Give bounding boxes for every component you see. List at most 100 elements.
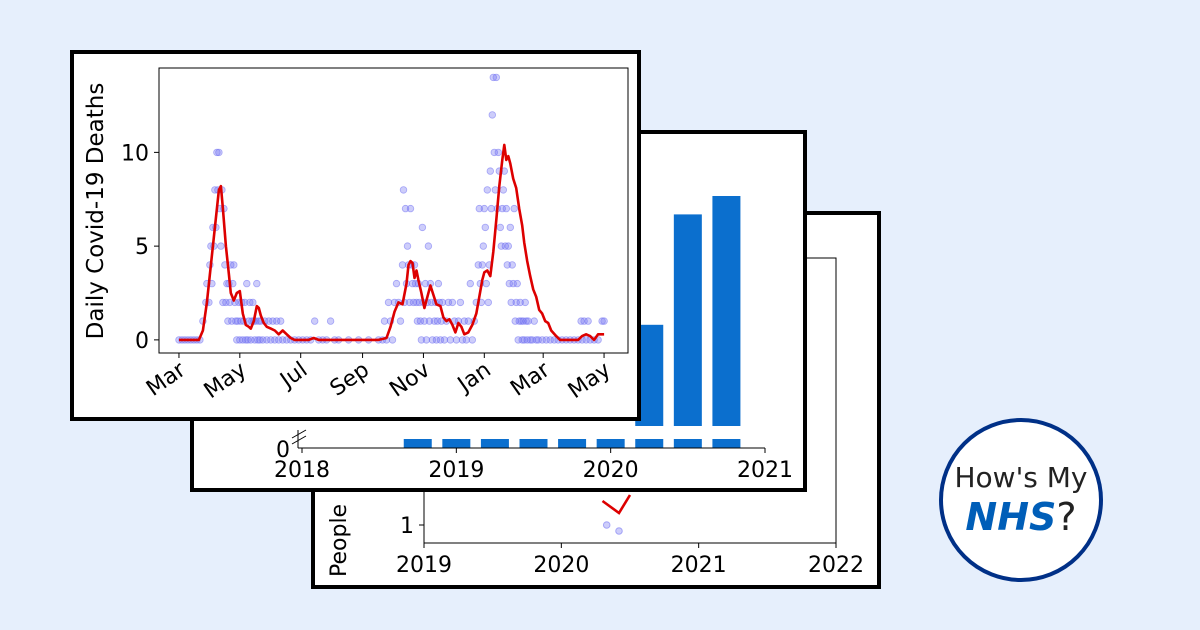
death-point — [534, 336, 542, 344]
death-point — [215, 148, 223, 157]
death-point — [524, 317, 532, 325]
death-point — [433, 317, 442, 325]
bar-lower — [442, 439, 471, 448]
death-point — [499, 186, 507, 194]
death-point — [440, 336, 449, 344]
death-point — [398, 261, 407, 269]
logo-line1: How's My — [954, 461, 1088, 494]
x-tick-label: 2022 — [808, 553, 864, 578]
bar-lower — [480, 439, 509, 448]
y-tick-label: 0 — [276, 438, 290, 463]
death-point — [506, 223, 514, 232]
death-point — [514, 336, 522, 344]
death-point — [217, 242, 225, 250]
people-point — [615, 527, 623, 535]
bar-lower — [403, 439, 432, 448]
people-y-axis-label: People — [327, 504, 352, 577]
death-point — [502, 204, 510, 213]
death-point — [460, 317, 468, 325]
death-point — [254, 336, 262, 344]
death-point — [482, 279, 490, 288]
bar-upper — [673, 214, 702, 426]
axis-break-marks — [291, 429, 307, 445]
death-point — [458, 336, 467, 344]
death-point — [274, 336, 283, 344]
death-point — [446, 336, 455, 344]
x-tick-label: 2019 — [428, 458, 484, 483]
x-tick-label: Mar — [142, 357, 191, 402]
x-tick-label: 2021 — [737, 458, 793, 483]
death-point — [481, 223, 489, 232]
death-point — [526, 336, 534, 344]
death-point — [267, 336, 275, 344]
death-point — [310, 317, 319, 325]
x-tick-label: Nov — [385, 357, 435, 402]
people-line — [601, 494, 632, 515]
death-point — [406, 204, 415, 213]
death-point — [478, 261, 486, 269]
death-point — [483, 186, 491, 194]
death-point — [425, 317, 434, 325]
death-point — [243, 279, 251, 288]
logo-line2: NHS? — [965, 495, 1076, 539]
death-point — [490, 148, 498, 157]
death-point — [438, 298, 447, 307]
death-point — [486, 167, 494, 175]
bar-lower — [712, 439, 741, 448]
death-point — [488, 111, 496, 119]
death-point — [232, 317, 240, 325]
y-tick-label: 5 — [135, 235, 149, 260]
death-point — [492, 73, 500, 82]
death-point — [542, 336, 550, 344]
death-point — [437, 317, 446, 325]
death-point — [224, 317, 232, 325]
death-point — [528, 336, 536, 344]
y-tick-label: 1 — [400, 514, 414, 539]
death-point — [464, 317, 472, 325]
death-point — [456, 298, 465, 307]
death-point — [518, 336, 526, 344]
y-tick-label: 0 — [135, 329, 149, 354]
x-tick-label: 2018 — [274, 458, 330, 483]
death-point — [452, 336, 461, 344]
death-point — [416, 317, 425, 325]
death-point — [444, 298, 453, 307]
logo-question-mark: ? — [1056, 495, 1077, 539]
death-point — [228, 317, 236, 325]
death-point — [253, 279, 261, 288]
deaths-y-axis-label: Daily Covid-19 Deaths — [83, 83, 109, 340]
death-point — [505, 279, 513, 288]
death-point — [530, 317, 538, 325]
death-point — [513, 279, 521, 288]
bar-lower — [596, 439, 625, 448]
death-point — [504, 242, 512, 250]
death-point — [242, 336, 250, 344]
death-point — [475, 204, 483, 213]
y-tick-label: 10 — [121, 141, 149, 166]
death-point — [509, 279, 517, 288]
death-point — [213, 148, 221, 157]
bar-lower — [519, 439, 548, 448]
x-tick-label: Jul — [274, 357, 312, 394]
death-point — [546, 336, 554, 344]
people-point — [602, 521, 611, 529]
death-point — [259, 336, 267, 344]
death-point — [420, 317, 429, 325]
death-point — [392, 279, 401, 288]
bar-lower — [673, 439, 702, 448]
death-point — [401, 204, 410, 213]
death-point — [532, 336, 540, 344]
death-point — [399, 186, 408, 194]
bar-upper — [712, 196, 741, 426]
death-point — [479, 242, 487, 250]
death-point — [512, 298, 520, 307]
bar-lower — [635, 439, 664, 448]
hows-my-nhs-logo: How's My NHS? — [939, 418, 1103, 582]
death-point — [598, 317, 606, 325]
x-tick-label: 2020 — [583, 458, 639, 483]
death-point — [388, 336, 397, 344]
death-point — [380, 317, 389, 325]
death-point — [584, 317, 592, 325]
bar-lower — [558, 439, 587, 448]
